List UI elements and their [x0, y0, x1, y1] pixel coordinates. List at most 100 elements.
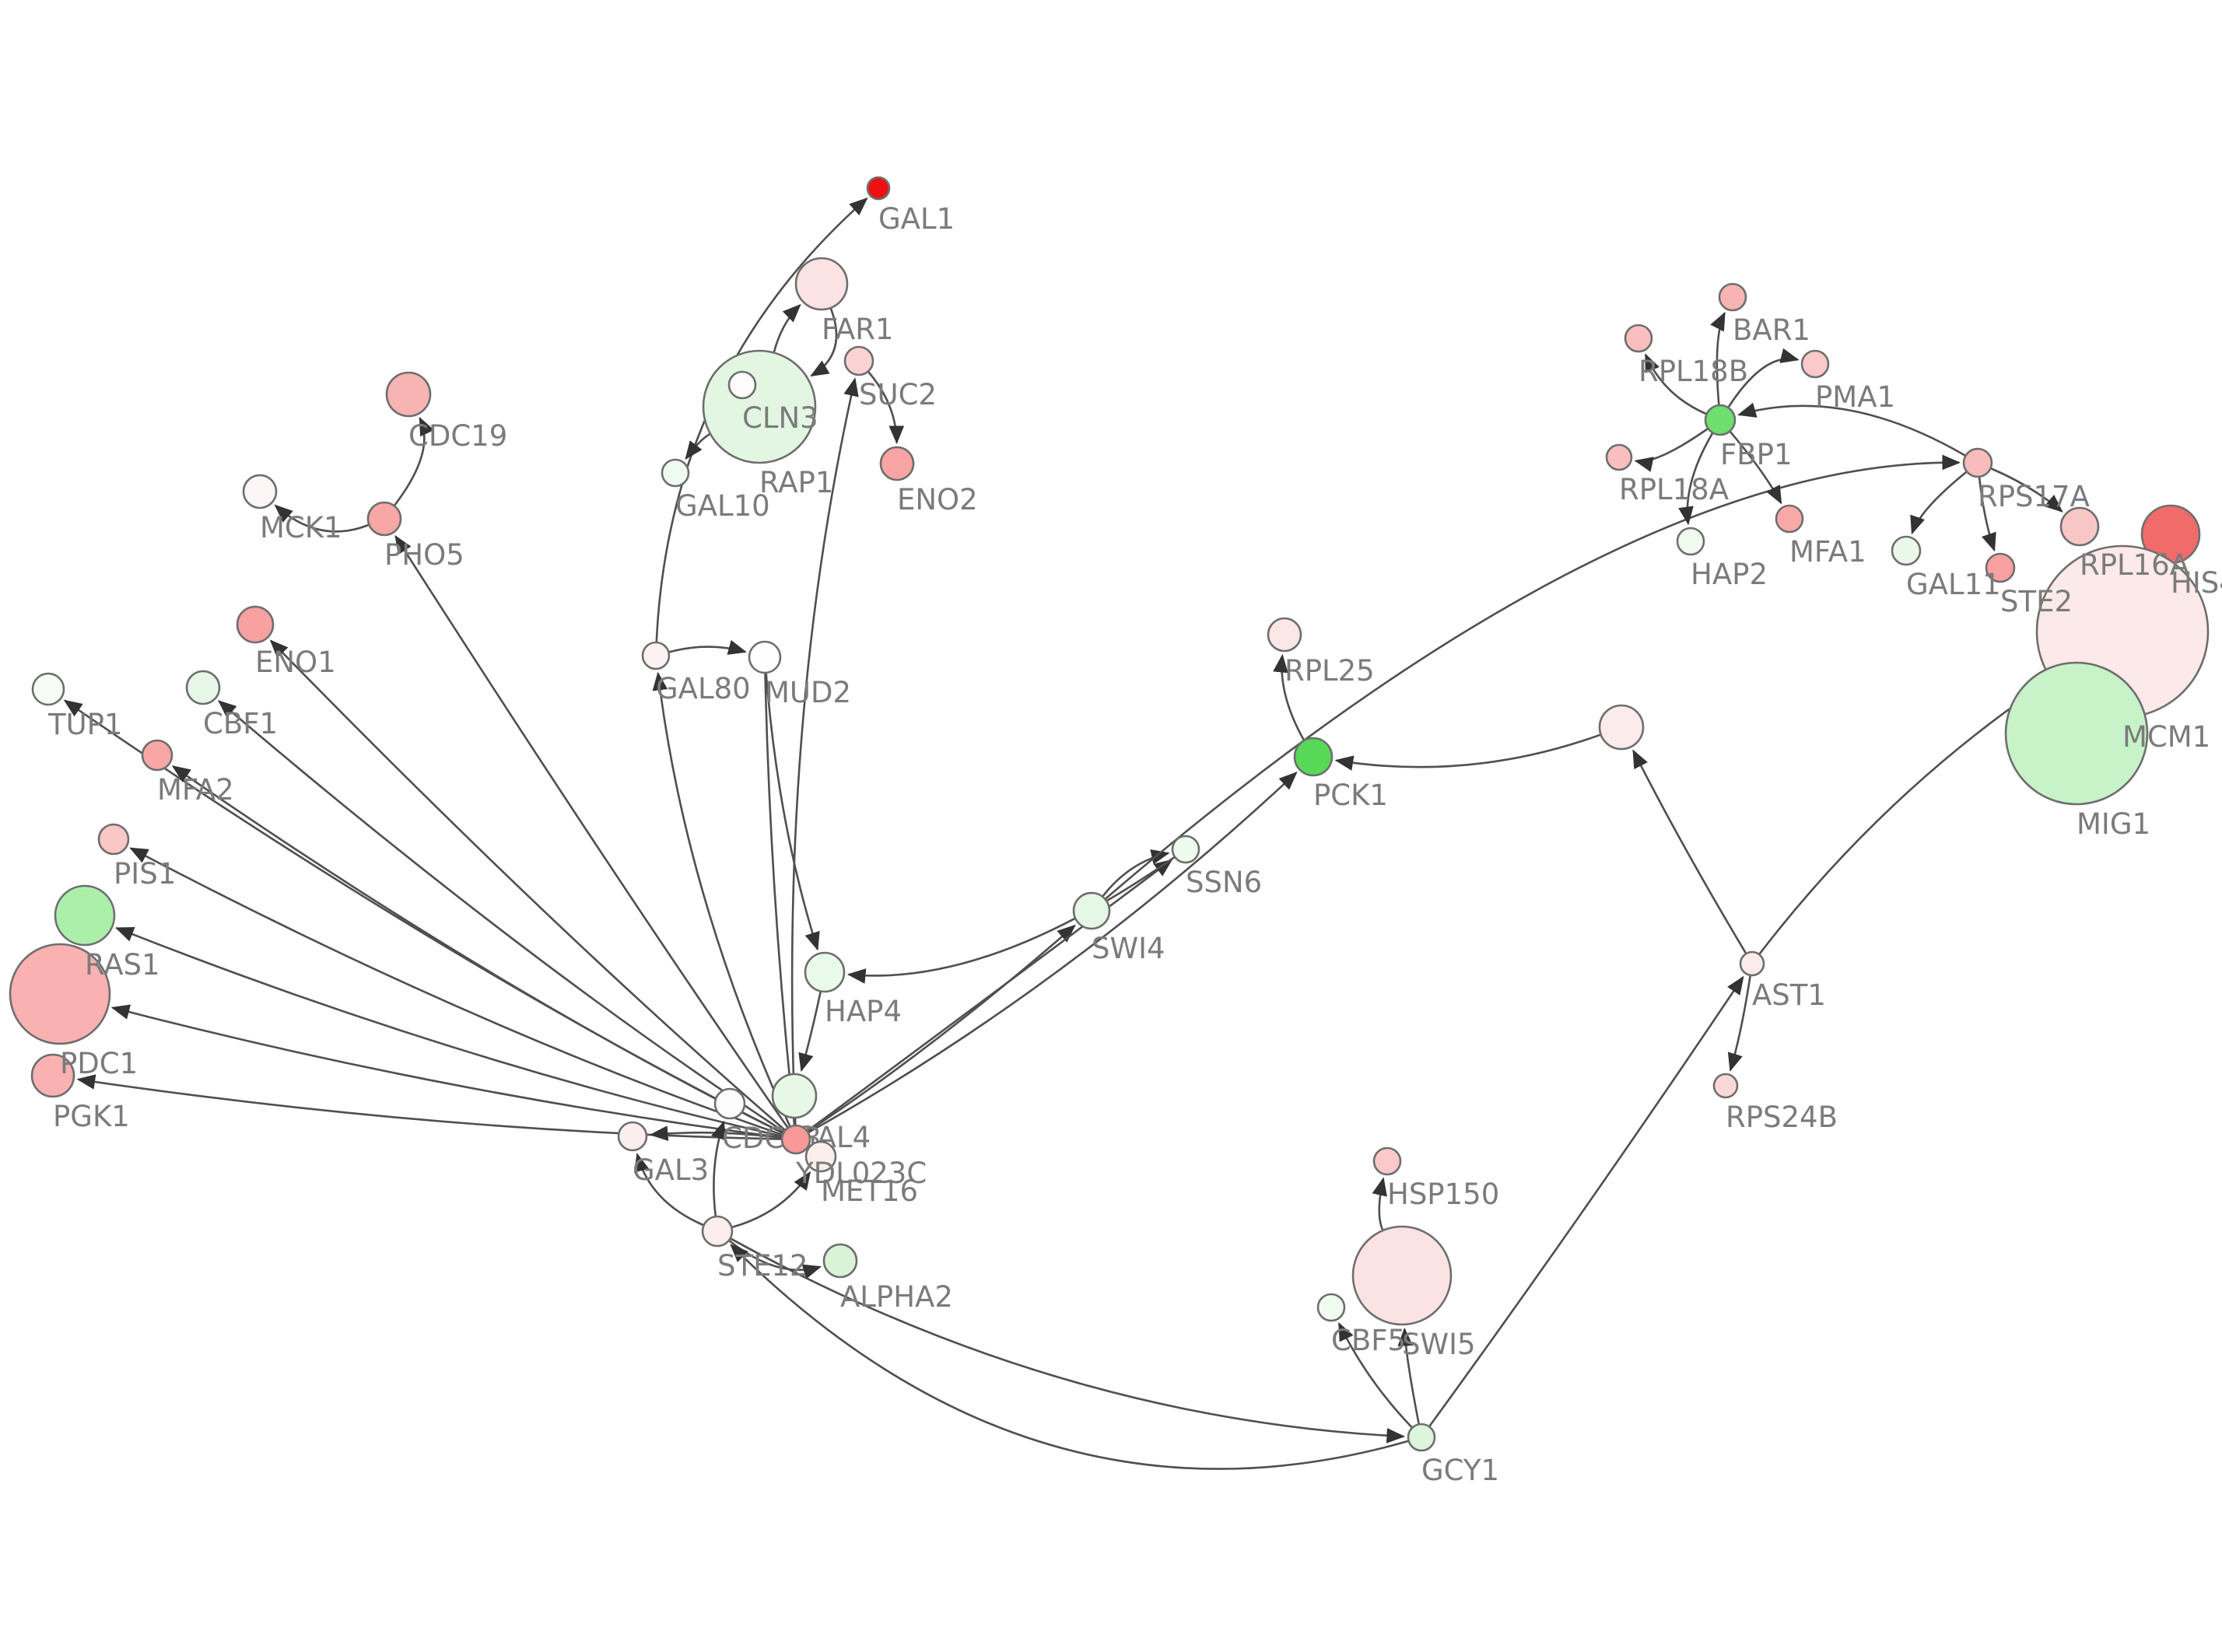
edge-ast1-node_u[interactable]	[1632, 749, 1747, 954]
edge-node_u-pck1[interactable]	[1334, 733, 1601, 771]
node-ste2[interactable]	[1985, 552, 2016, 583]
edge-gcy1-cbf5[interactable]	[1337, 1321, 1413, 1428]
edge-fbp1-hap2[interactable]	[1678, 432, 1714, 526]
node-gal1[interactable]	[866, 176, 891, 201]
edge-ast1-rps24b[interactable]	[1727, 975, 1751, 1072]
edge-ydl023c-tup1[interactable]	[63, 699, 783, 1134]
edge-far1-rap1[interactable]	[810, 308, 838, 377]
node-pdc1[interactable]	[9, 943, 111, 1045]
edge-gcy1-ste12[interactable]	[730, 1244, 1409, 1470]
edge-pho5-cdc19[interactable]	[394, 416, 434, 506]
edge-ydl023c-pho5[interactable]	[394, 534, 789, 1129]
node-cbf5[interactable]	[1316, 1293, 1346, 1322]
node-gcy1[interactable]	[1407, 1423, 1436, 1452]
node-gal11[interactable]	[1891, 535, 1922, 566]
node-cln3[interactable]	[727, 370, 757, 400]
edge-ste12-cdc28[interactable]	[711, 1120, 726, 1216]
node-suc2[interactable]	[843, 345, 874, 376]
node-cbf1[interactable]	[185, 670, 221, 705]
edge-ydl023c-pck1[interactable]	[808, 772, 1298, 1133]
node-bar1[interactable]	[1718, 282, 1747, 312]
edge-ydl023c-swi4[interactable]	[808, 924, 1076, 1132]
edge-pho5-mck1[interactable]	[274, 504, 369, 533]
edge-pck1-rpl25[interactable]	[1273, 653, 1305, 740]
node-rpl25[interactable]	[1267, 617, 1302, 653]
node-swi4[interactable]	[1072, 891, 1111, 930]
node-hsp150[interactable]	[1372, 1146, 1402, 1176]
node-rpl18a[interactable]	[1605, 443, 1633, 471]
edge-hap4-gal4[interactable]	[798, 992, 822, 1073]
node-node_u[interactable]	[1598, 704, 1645, 751]
edge-gcy1-swi5[interactable]	[1397, 1327, 1420, 1424]
edge-ast1-mcm1[interactable]	[1758, 681, 2049, 955]
edge-rps17a-ste2[interactable]	[1978, 477, 1996, 552]
edge-ste12-gcy1[interactable]	[730, 1237, 1406, 1444]
edge-rps17a-rpl16a[interactable]	[1990, 467, 2063, 513]
edge-fbp1-bar1[interactable]	[1710, 311, 1726, 405]
node-mig1[interactable]	[2004, 661, 2149, 806]
node-cdc28[interactable]	[713, 1087, 746, 1120]
node-pma1[interactable]	[1800, 349, 1830, 379]
node-pho5[interactable]	[366, 501, 402, 537]
node-fbp1[interactable]	[1704, 404, 1737, 436]
node-eno2[interactable]	[879, 446, 915, 481]
edge-ydl023c-pis1[interactable]	[129, 847, 783, 1136]
edge-ydl023c-cbf1[interactable]	[217, 700, 784, 1132]
node-rpl16a[interactable]	[2059, 506, 2100, 547]
node-gal3[interactable]	[617, 1121, 648, 1152]
edge-ydl023c-pgk1[interactable]	[76, 1074, 782, 1140]
node-pck1[interactable]	[1293, 737, 1334, 777]
node-mfa2[interactable]	[141, 739, 173, 772]
node-ydl023c[interactable]	[780, 1124, 811, 1155]
node-tup1[interactable]	[31, 672, 65, 706]
node-swi5[interactable]	[1351, 1225, 1453, 1326]
node-cdc19[interactable]	[385, 371, 432, 418]
edge-ydl023c-pdc1[interactable]	[110, 1004, 782, 1139]
node-ssn6[interactable]	[1171, 835, 1200, 864]
node-pgk1[interactable]	[30, 1053, 75, 1098]
edge-ydl023c-mfa2[interactable]	[171, 765, 783, 1134]
node-hap4[interactable]	[804, 951, 846, 993]
edge-ssn6-hap4[interactable]	[846, 856, 1176, 984]
node-alpha2[interactable]	[822, 1243, 858, 1279]
node-ast1[interactable]	[1739, 950, 1765, 977]
edge-mud2-hap4[interactable]	[765, 673, 820, 951]
node-gal10[interactable]	[661, 458, 690, 488]
node-pis1[interactable]	[97, 823, 130, 856]
node-rps24b[interactable]	[1712, 1073, 1739, 1099]
node-gal4[interactable]	[771, 1073, 818, 1119]
node-eno1[interactable]	[236, 605, 275, 644]
edge-ste12-met16[interactable]	[731, 1171, 811, 1228]
edge-ydl023c-ssn6[interactable]	[807, 859, 1173, 1132]
edge-fbp1-rpl18b[interactable]	[1645, 353, 1707, 415]
edge-fbp1-rpl18a[interactable]	[1634, 428, 1709, 472]
node-mud2[interactable]	[748, 640, 782, 674]
node-far1[interactable]	[794, 257, 849, 311]
edge-ydl023c-mud2[interactable]	[764, 673, 796, 1125]
edge-ste12-gal3[interactable]	[634, 1153, 704, 1227]
edge-suc2-eno2[interactable]	[867, 371, 905, 445]
edge-swi5-hsp150[interactable]	[1372, 1177, 1387, 1230]
edge-ydl023c-gal80[interactable]	[652, 671, 791, 1127]
node-met16[interactable]	[804, 1140, 837, 1173]
edge-rps17a-gal11[interactable]	[1910, 471, 1968, 535]
edge-ydl023c-eno1[interactable]	[269, 639, 786, 1131]
edge-rap1-gal10[interactable]	[685, 433, 710, 460]
node-mfa1[interactable]	[1775, 504, 1804, 534]
node-mck1[interactable]	[242, 474, 278, 509]
edge-gcy1-ast1[interactable]	[1428, 975, 1744, 1427]
node-ras1[interactable]	[54, 884, 116, 947]
node-rps17a[interactable]	[1962, 447, 1993, 478]
edge-ydl023c-suc2[interactable]	[790, 377, 859, 1125]
node-ste12[interactable]	[701, 1215, 734, 1248]
edge-swi4-ssn6[interactable]	[1102, 849, 1170, 897]
node-rpl18b[interactable]	[1624, 324, 1653, 353]
edge-fbp1-mfa1[interactable]	[1730, 431, 1782, 505]
node-gal80[interactable]	[641, 641, 671, 670]
edge-ydl023c-ras1[interactable]	[114, 926, 782, 1138]
edge-rap1-far1[interactable]	[773, 303, 801, 352]
edge-gal80-mud2[interactable]	[669, 639, 747, 655]
node-hap2[interactable]	[1676, 527, 1705, 556]
edge-swi4-rps17a[interactable]	[1105, 454, 1961, 900]
edge-fbp1-pma1[interactable]	[1727, 348, 1800, 408]
